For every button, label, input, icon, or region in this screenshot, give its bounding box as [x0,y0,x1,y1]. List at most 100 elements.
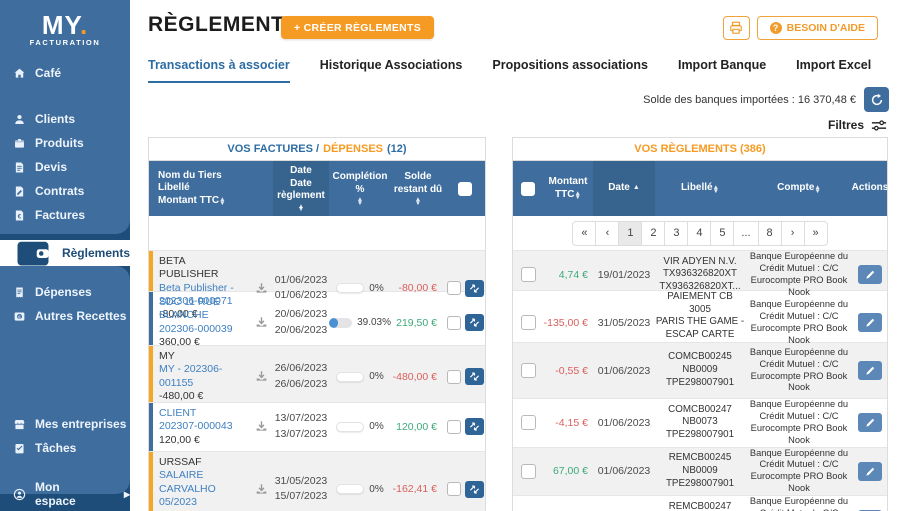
page-first[interactable]: « [572,220,597,246]
associate-button[interactable] [464,368,484,386]
page-3[interactable]: 3 [664,220,689,246]
completion-pct: 0% [369,483,384,495]
sidebar-item-taches[interactable]: Tâches [0,436,130,460]
page-prev[interactable]: ‹ [595,220,620,246]
date: 31/05/2023 [597,316,651,329]
invoice-link[interactable]: 202307-000043 [159,420,233,433]
compte: Banque Européenne du Crédit Mutuel : C/C… [749,496,849,511]
page-8[interactable]: 8 [757,220,782,246]
invoice-row: CLIENT 202307-000043 120,00 € 13/07/2023 13… [149,403,485,452]
help-button-label: BESOIN D'AIDE [786,22,865,34]
tab-propositions-associations[interactable]: Propositions associations [492,58,648,72]
sidebar-item-mes-entreprises[interactable]: Mes entreprises [0,412,130,436]
sidebar-item-cafe[interactable]: Café [0,61,130,85]
col-date[interactable]: Date Date règlement ▲ ▼ [273,161,329,216]
associate-button[interactable] [464,418,484,436]
sort-icon: ▲ ▼ [356,196,364,207]
row-checkbox[interactable] [446,482,461,497]
solde-restant: -480,00 € [392,370,437,383]
sidebar-item-reglements-active[interactable]: Règlements [0,240,130,266]
montant-ttc: -162,41 € [159,509,247,511]
payment-row: 4,74 € 19/01/2023 VIR ADYEN N.V. TX93632… [513,251,887,297]
tab-import-banque[interactable]: Import Banque [677,58,767,72]
pencil-icon [865,366,874,375]
row-checkbox[interactable] [520,463,536,479]
compte: Banque Européenne du Crédit Mutuel : C/C… [749,346,849,393]
row-checkbox[interactable] [520,415,536,431]
edit-payment-button[interactable] [858,413,882,433]
invoice-row: MY MY - 202306-001155 -480,00 € 26/06/2023… [149,346,485,403]
page-5[interactable]: 5 [710,220,735,246]
col-montant-ttc[interactable]: Montant TTC ▲ ▼ [548,176,588,201]
sidebar-item-contrats[interactable]: Contrats [0,179,130,203]
sidebar-item-autres-recettes[interactable]: € Autres Recettes [0,304,130,328]
payment-row: 67,00 € 01/06/2023 REMCB00245 NB0009 TPE… [513,447,887,497]
row-checkbox[interactable] [520,267,536,283]
sidebar-item-label: Dépenses [35,285,92,299]
edit-payment-button[interactable] [858,461,882,481]
associate-button[interactable] [464,480,484,498]
associate-icon [469,318,479,327]
sidebar-item-clients[interactable]: Clients [0,107,130,131]
col-libelle[interactable]: Libellé ▲ ▼ [680,182,720,195]
row-checkbox[interactable] [446,315,461,330]
select-all-checkbox[interactable] [458,181,472,196]
page-4[interactable]: 4 [687,220,712,246]
invoice-link[interactable]: MY - 202306-001155 [159,363,223,389]
col-nom-du-tiers[interactable]: Nom du Tiers Libellé Montant TTC ▲ ▼ [158,169,226,207]
edit-payment-button[interactable] [858,313,882,333]
row-checkbox[interactable] [446,369,461,384]
help-button[interactable]: ? BESOIN D'AIDE [756,16,878,40]
invoice-link[interactable]: 202306-000039 [159,322,233,335]
company-icon [14,419,25,429]
associate-button[interactable] [464,314,484,332]
download-button[interactable] [249,370,273,383]
row-checkbox[interactable] [520,363,536,378]
row-checkbox[interactable] [520,315,536,331]
tab-transactions-a-associer[interactable]: Transactions à associer [148,58,290,83]
select-all-checkbox[interactable] [521,181,535,196]
page-last[interactable]: » [803,220,828,246]
sidebar-item-produits[interactable]: Produits [0,131,130,155]
filters-toggle[interactable]: Filtres [828,118,887,132]
associate-button[interactable] [464,279,484,297]
sidebar-item-depenses[interactable]: Dépenses [0,280,130,304]
invoice-link[interactable]: SALAIRE CARVALHO 05/2023 [159,469,216,508]
create-reglements-button[interactable]: + CRÉER RÈGLEMENTS [281,16,435,39]
filters-label: Filtres [827,118,864,132]
page-2[interactable]: 2 [641,220,666,246]
edit-payment-button[interactable] [858,361,882,380]
page-ellipsis[interactable]: ... [733,220,759,246]
page-next[interactable]: › [780,220,805,246]
row-checkbox[interactable] [446,419,461,434]
col-solde-restant[interactable]: Solde restant dû ▲ ▼ [393,171,443,207]
page-1[interactable]: 1 [618,220,643,246]
invoice-link[interactable]: Beta Publisher - 202306-000071 [159,281,234,307]
sidebar-item-factures[interactable]: € Factures [0,203,130,227]
svg-text:€: € [18,213,22,220]
sidebar-item-devis[interactable]: Devis [0,155,130,179]
receipt-icon [16,286,23,298]
printer-icon [730,21,742,34]
row-accent [149,346,153,402]
refresh-balance-button[interactable] [864,87,889,112]
download-button[interactable] [249,282,273,295]
tab-import-excel[interactable]: Import Excel [796,58,872,72]
row-checkbox[interactable] [446,281,461,296]
download-button[interactable] [249,483,273,496]
sidebar-item-label: Devis [35,160,68,174]
edit-payment-button[interactable] [858,265,882,285]
download-button[interactable] [249,420,273,433]
invoice-row: BETA PUBLISHER Beta Publisher - 202306-00… [149,251,485,320]
completion-pct: 0% [369,371,384,383]
sidebar-item-mon-espace[interactable]: Mon espace ▸ [0,480,130,508]
montant-ttc: -80,00 € [159,308,198,321]
tab-historique-associations[interactable]: Historique Associations [319,58,463,72]
col-date-sorted[interactable]: Date ▲ [593,161,655,216]
print-button[interactable] [722,16,750,40]
col-compte[interactable]: Compte ▲ ▼ [777,182,821,195]
compte: Banque Européenne du Crédit Mutuel : C/C… [749,299,849,345]
sort-icon: ▲ ▼ [414,196,422,207]
col-completion[interactable]: Complétion % ▲ ▼ [332,171,388,207]
download-button[interactable] [249,316,273,329]
